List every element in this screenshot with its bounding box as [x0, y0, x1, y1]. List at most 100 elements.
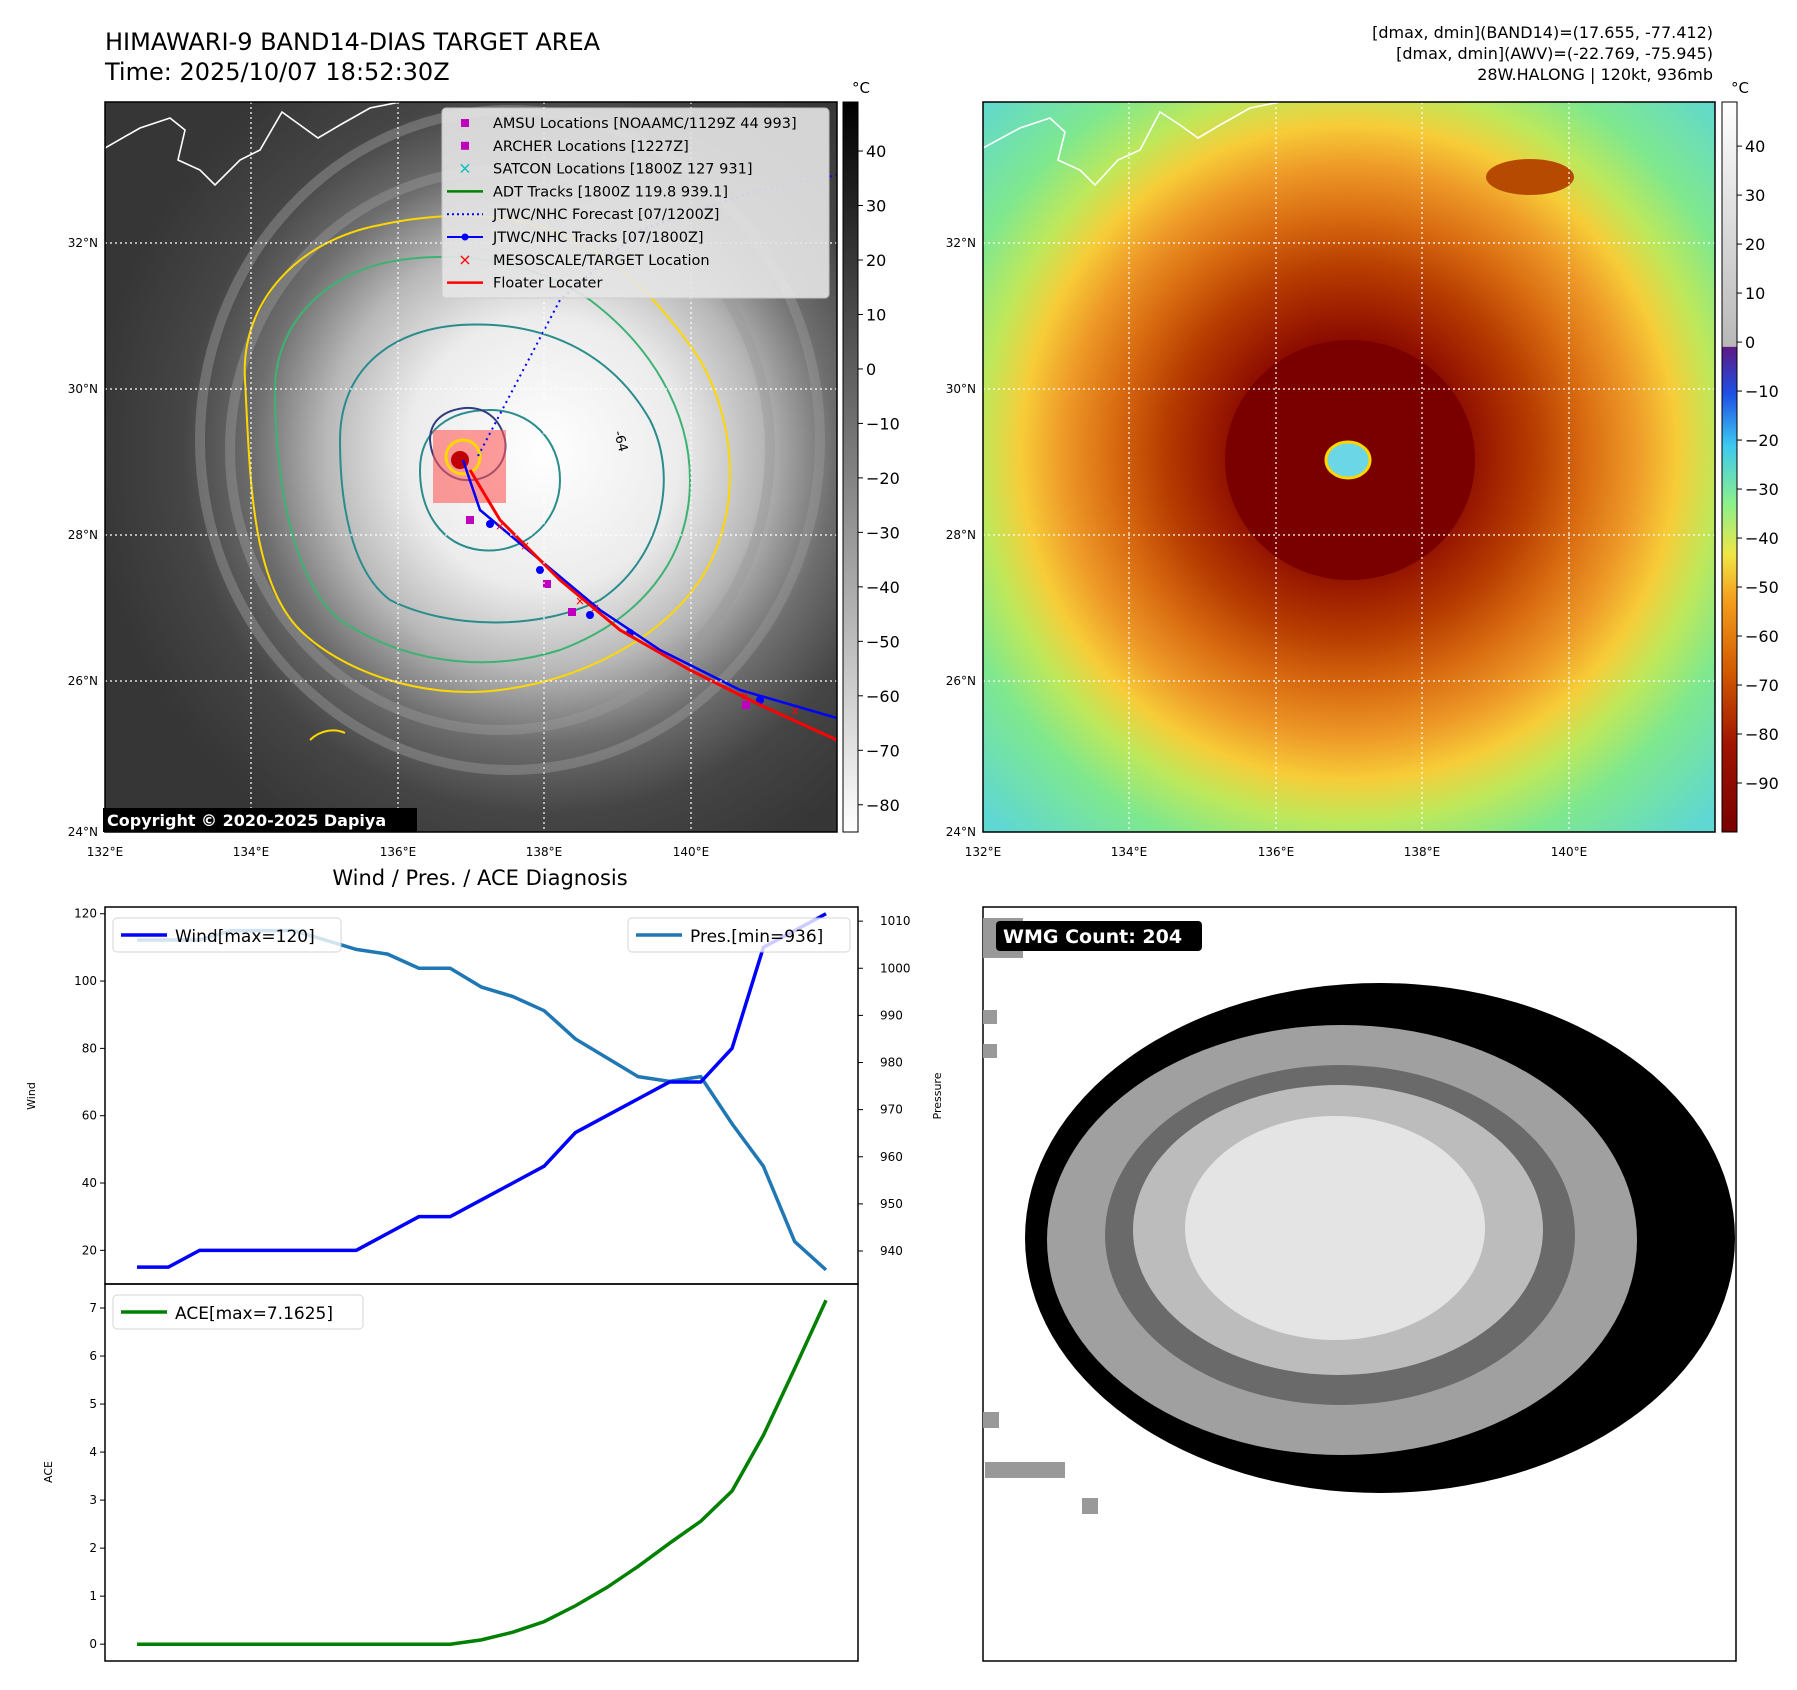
ace-yticks: 7 6 5 4 3 2 1 0	[89, 1301, 105, 1651]
pressure-ytick-label: 970	[880, 1103, 903, 1117]
best-track-dots	[486, 520, 764, 704]
pressure-ytick-label: 1000	[880, 961, 911, 975]
pressure-ylabel: Pressure	[931, 1072, 944, 1119]
awv-grid	[983, 102, 1715, 832]
awv-eye	[1324, 440, 1372, 480]
lat-tick-label: 30°N	[68, 382, 98, 396]
pressure-ytick-label: 990	[880, 1008, 903, 1022]
ace-legend: ACE[max=7.1625]	[112, 1294, 364, 1330]
awv-coastline	[983, 102, 1281, 187]
wind-ytick-label: 120	[74, 907, 97, 921]
lon-tick-label: 132°E	[87, 845, 124, 859]
wind-legend: Wind[max=120]	[112, 917, 342, 953]
wmg-core	[1185, 1116, 1485, 1340]
awv-colorbar-unit: °C	[1731, 79, 1749, 97]
pressure-ytick-label: 950	[880, 1197, 903, 1211]
legend-marker	[461, 141, 469, 150]
ir-colorbar-tick-label: −40	[866, 578, 900, 597]
svg-text:×: ×	[740, 689, 750, 703]
lon-tick-label: 132°E	[965, 845, 1002, 859]
contour-green	[273, 255, 692, 664]
ir-colorbar-tick-label: −50	[866, 632, 900, 651]
ace-ytick-label: 6	[89, 1349, 97, 1363]
ir-colorbar-tick-label: 40	[866, 142, 886, 161]
storm-info: 28W.HALONG | 120kt, 936mb	[1477, 65, 1713, 84]
lon-tick-label: 140°E	[673, 845, 710, 859]
legend-label: JTWC/NHC Forecast [07/1200Z]	[492, 207, 719, 223]
ace-legend-label: ACE[max=7.1625]	[175, 1304, 333, 1324]
wind-ytick-label: 40	[82, 1176, 97, 1190]
awv-frame	[982, 101, 1716, 833]
lat-tick-label: 24°N	[946, 825, 976, 839]
eye-ring	[444, 438, 482, 476]
legend-label: JTWC/NHC Tracks [07/1800Z]	[492, 230, 704, 246]
awv-colorbar-tick-label: 0	[1745, 333, 1755, 352]
ace-ytick-label: 3	[89, 1493, 97, 1507]
pressure-ytick-label: 940	[880, 1244, 903, 1258]
awv-colorbar-tick-label: 30	[1745, 186, 1765, 205]
wind-ytick-label: 60	[82, 1109, 97, 1123]
lon-tick-label: 140°E	[1551, 845, 1588, 859]
ace-ytick-label: 0	[89, 1637, 97, 1651]
lat-tick-label: 32°N	[946, 236, 976, 250]
legend-label: Floater Locater	[493, 276, 602, 292]
ir-colorbar-tick-label: −70	[866, 741, 900, 760]
pressure-ytick-label: 960	[880, 1150, 903, 1164]
pressure-ytick-label: 1010	[880, 914, 911, 928]
ir-colorbar-tick-label: −60	[866, 687, 900, 706]
awv-colorbar-tick-label: 40	[1745, 137, 1765, 156]
ir-colorbar-tick-label: 20	[866, 251, 886, 270]
amsu-markers	[466, 516, 750, 709]
lat-tick-label: 32°N	[68, 236, 98, 250]
wmg-label-bg	[996, 921, 1202, 951]
ir-colorbar-ticks: 40 30 20 10 0 −10 −20 −30 −40 −50 −60 −70 −80	[858, 142, 900, 815]
ace-ytick-label: 2	[89, 1541, 97, 1555]
legend-marker	[461, 119, 469, 127]
ir-colorbar-tick-label: 0	[866, 360, 876, 379]
lon-tick-label: 134°E	[1111, 845, 1148, 859]
svg-text:×: ×	[520, 539, 530, 553]
awv-range: [dmax, dmin](AWV)=(-22.769, -75.945)	[1396, 44, 1713, 63]
awv-colorbar-tick-label: 20	[1745, 235, 1765, 254]
wind-yticks: 120 100 80 60 40 20	[74, 907, 105, 1257]
lat-tick-label: 30°N	[946, 382, 976, 396]
ace-ylabel: ACE	[42, 1461, 55, 1483]
svg-text:×: ×	[790, 704, 800, 718]
legend-marker	[461, 233, 469, 241]
awv-map: °C 40 30 20 10 0 −10 −20 −30 −40 −50 −60 −70 −80 −90	[982, 79, 1779, 833]
figure-title: HIMAWARI-9 BAND14-DIAS TARGET AREA	[105, 28, 601, 56]
awv-colorbar-tick-label: 10	[1745, 284, 1765, 303]
ace-axes	[104, 1283, 859, 1662]
lon-tick-label: 138°E	[526, 845, 563, 859]
wind-ylabel: Wind	[25, 1082, 38, 1110]
ir-colorbar	[842, 101, 859, 833]
lon-tick-label: 134°E	[233, 845, 270, 859]
awv-colorbar-tick-label: −70	[1745, 676, 1779, 695]
copyright-bg	[103, 808, 417, 832]
ace-series-line	[137, 1299, 828, 1646]
pressure-ytick-label: 980	[880, 1056, 903, 1070]
svg-text:×: ×	[495, 519, 505, 533]
ir-colorbar-tick-label: −20	[866, 469, 900, 488]
awv-colorbar-ticks: 40 30 20 10 0 −10 −20 −30 −40 −50 −60 −70 −80 −90	[1737, 137, 1779, 793]
wind-pres-axes	[104, 906, 859, 1285]
floater-track	[468, 469, 837, 742]
awv-colorbar-tick-label: −60	[1745, 627, 1779, 646]
legend-label: SATCON Locations [1800Z 127 931]	[493, 162, 752, 178]
ir-colorbar-tick-label: −80	[866, 796, 900, 815]
svg-text:×: ×	[575, 594, 585, 608]
wind-ytick-label: 100	[74, 974, 97, 988]
legend: AMSU Locations [NOAAMC/1129Z 44 993] ARCH…	[441, 107, 830, 299]
wmg-panel: WMG Count: 204	[982, 906, 1737, 1662]
legend-label: MESOSCALE/TARGET Location	[493, 253, 710, 269]
wind-series-line	[137, 912, 827, 1269]
ir-map: -64 × × × × × ×	[103, 79, 900, 833]
band14-range: [dmax, dmin](BAND14)=(17.655, -77.412)	[1372, 23, 1713, 42]
ace-ytick-label: 7	[89, 1301, 97, 1315]
contour-yellow	[243, 214, 731, 741]
awv-colorbar-tick-label: −30	[1745, 480, 1779, 499]
ir-colorbar-tick-label: 30	[866, 197, 886, 216]
map-tick-labels: 132°E 134°E 136°E 138°E 140°E 32°N 30°N 28°N 26°…	[68, 236, 1588, 859]
awv-hot-blob	[1486, 159, 1574, 195]
